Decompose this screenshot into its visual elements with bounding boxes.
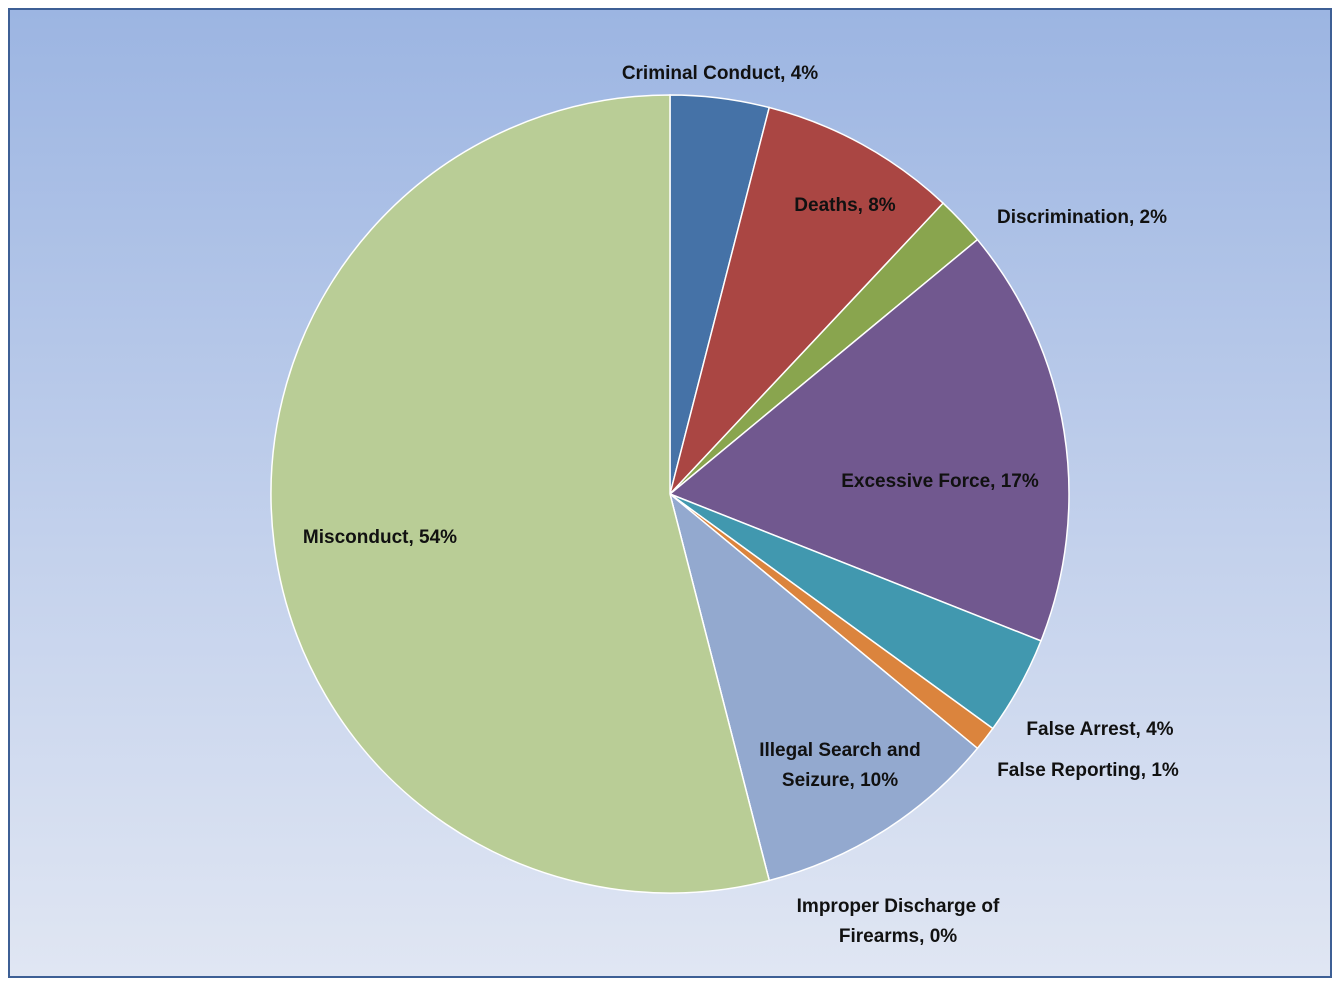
data-label: Criminal Conduct, 4% xyxy=(621,63,819,84)
category-label: False Arrest xyxy=(1026,719,1136,740)
category-label: Criminal Conduct xyxy=(621,63,781,84)
value-label: 4% xyxy=(790,63,819,84)
value-label: 4% xyxy=(1146,719,1174,740)
pie-slice xyxy=(668,238,1070,642)
category-label: Misconduct xyxy=(302,527,409,548)
category-label: Improper Discharge of Firearms xyxy=(796,896,1000,947)
data-label: Discrimination, 2% xyxy=(996,207,1168,228)
pie-slice xyxy=(669,106,945,495)
data-label: Deaths, 8% xyxy=(794,195,896,216)
category-label: Excessive Force xyxy=(841,471,991,492)
value-label: 2% xyxy=(1139,207,1168,228)
value-label: 54% xyxy=(419,527,458,548)
value-label: 10% xyxy=(860,770,899,791)
data-label: Excessive Force, 17% xyxy=(841,471,1039,492)
data-label: Illegal Search and Seizure, 10% xyxy=(759,740,921,791)
data-label: False Reporting, 1% xyxy=(997,760,1179,781)
pie-slice xyxy=(270,94,771,894)
category-label: False Reporting xyxy=(997,760,1141,781)
category-label: Deaths xyxy=(794,195,858,216)
value-label: 17% xyxy=(1000,471,1039,492)
data-label: Misconduct, 54% xyxy=(302,527,458,548)
value-label: 8% xyxy=(868,195,896,216)
category-label: Illegal Search and Seizure xyxy=(759,740,921,791)
value-label: 1% xyxy=(1151,760,1179,781)
pie-slice xyxy=(668,491,979,882)
data-label: False Arrest, 4% xyxy=(1026,719,1174,740)
value-label: 0% xyxy=(929,926,958,947)
data-label: Improper Discharge of Firearms, 0% xyxy=(796,896,1000,947)
category-label: Discrimination xyxy=(996,207,1129,228)
